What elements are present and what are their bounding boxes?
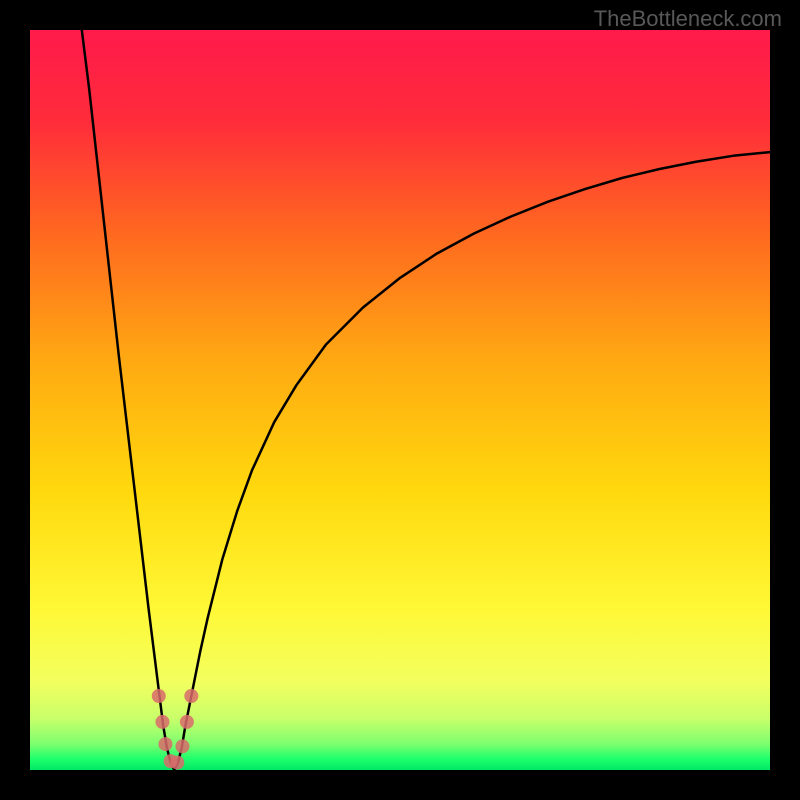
plot-area (30, 30, 770, 770)
dip-marker (175, 739, 189, 753)
watermark-text: TheBottleneck.com (594, 6, 782, 32)
curve-layer (30, 30, 770, 770)
dip-marker (152, 689, 166, 703)
dip-marker (158, 737, 172, 751)
dip-marker (184, 689, 198, 703)
dip-marker (170, 756, 184, 770)
bottleneck-curve (82, 30, 770, 770)
dip-markers-group (152, 689, 199, 770)
dip-marker (180, 715, 194, 729)
dip-marker (155, 715, 169, 729)
